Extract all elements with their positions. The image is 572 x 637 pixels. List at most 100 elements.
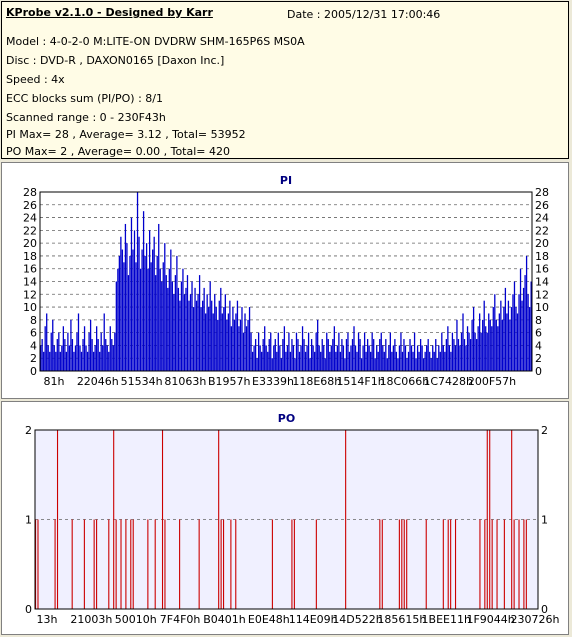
pi-bar xyxy=(73,351,75,371)
pi-bar xyxy=(314,351,316,371)
pi-bar xyxy=(180,281,183,371)
pi-bar xyxy=(389,332,391,371)
pi-bar xyxy=(472,307,475,371)
pi-bar xyxy=(191,281,193,371)
pi-bar xyxy=(303,339,305,371)
pi-bar xyxy=(524,275,526,371)
pi-bar xyxy=(203,287,205,371)
pi-chart-panel: PI 0 0 2 2 4 4 6 6 8 8 10 10 12 12 14 14 16 16 18 18 20 20 22 22… xyxy=(1,162,569,399)
pi-x-tick: 118E68h xyxy=(292,375,341,388)
pi-bar xyxy=(426,345,428,371)
pi-bar xyxy=(206,294,208,371)
pi-bar xyxy=(441,332,443,371)
pi-bar xyxy=(494,294,496,371)
pi-bar xyxy=(351,339,354,371)
pi-bar xyxy=(68,345,71,371)
pi-bar xyxy=(224,294,226,371)
pi-bar xyxy=(498,313,500,371)
pi-bar xyxy=(510,307,513,371)
pi-bar xyxy=(447,326,449,371)
pi-bar xyxy=(209,281,211,371)
pi-bar xyxy=(55,351,57,371)
pi-bar xyxy=(501,319,504,371)
po-bar xyxy=(164,519,166,609)
pi-bar xyxy=(474,332,476,371)
pi-bar xyxy=(373,339,375,371)
po-x-tick: 185615h xyxy=(377,613,426,626)
pi-bar xyxy=(139,268,142,371)
pi-bar xyxy=(326,332,328,371)
pi-bar xyxy=(382,345,384,371)
pi-bar xyxy=(270,332,272,371)
pi-bar xyxy=(398,345,401,371)
pi-bar xyxy=(519,268,522,371)
pi-plot-frame xyxy=(39,191,533,372)
pi-bar xyxy=(479,313,481,371)
pi-bar xyxy=(200,307,202,371)
pi-bar xyxy=(159,268,161,371)
pi-x-tick: 18C066h xyxy=(380,375,430,388)
pi-bar xyxy=(256,358,258,371)
pi-bar xyxy=(194,287,196,371)
pi-y-tick-right: 26 xyxy=(535,199,549,212)
pi-bar xyxy=(300,345,302,371)
scan-date: Date : 2005/12/31 17:00:46 xyxy=(287,8,441,21)
pi-bar xyxy=(59,351,61,371)
pi-bar xyxy=(427,339,429,371)
po-bar xyxy=(398,519,400,609)
pi-bar xyxy=(504,287,507,371)
pi-bar xyxy=(457,339,460,371)
pi-bar xyxy=(395,351,398,371)
pi-y-tick-right: 22 xyxy=(535,224,549,237)
po-x-tick: B0401h xyxy=(203,613,246,626)
po-bar xyxy=(161,430,164,609)
po-x-tick: 14D522h xyxy=(332,613,382,626)
pi-bar xyxy=(188,300,190,371)
po-y-tick-right: 1 xyxy=(541,514,548,527)
pi-bar xyxy=(233,319,236,371)
speed-line: Speed : 4x xyxy=(6,73,65,86)
pi-bar xyxy=(261,351,263,371)
pi-bar xyxy=(227,313,230,371)
pi-bar xyxy=(52,319,54,371)
pi-y-tick-left: 14 xyxy=(23,276,37,289)
pi-bar xyxy=(297,339,299,371)
pi-bar xyxy=(41,339,43,371)
pi-bar xyxy=(465,345,467,371)
pi-bar xyxy=(371,332,373,371)
pi-y-tick-left: 8 xyxy=(30,314,37,327)
pi-bar xyxy=(152,249,154,371)
pi-bar xyxy=(226,319,228,371)
pi-bar xyxy=(108,351,110,371)
po-bar xyxy=(406,519,408,609)
pi-bar xyxy=(124,223,127,371)
po-x-tick: 230726h xyxy=(511,613,560,626)
pi-bar xyxy=(192,307,195,371)
pi-bar xyxy=(217,319,219,371)
pi-bar xyxy=(170,249,172,371)
pi-bar xyxy=(477,326,479,371)
po-chart-title: PO xyxy=(278,412,295,425)
po-chart-panel: PO 0 0 1 1 2 2 13h 21003h 50010h 7F4F0h B0401h E0E48… xyxy=(1,401,569,635)
po-bar xyxy=(403,519,405,609)
po-bar xyxy=(113,430,115,609)
pi-bar xyxy=(149,230,151,371)
po-plot-area xyxy=(35,430,538,609)
po-bar xyxy=(401,519,403,609)
pi-bar xyxy=(460,332,463,371)
pi-bar xyxy=(338,332,340,371)
pi-bar xyxy=(197,294,199,371)
pi-bar xyxy=(123,262,125,371)
po-chart: PO 0 0 1 1 2 2 13h 21003h 50010h 7F4F0h B0401h E0E48… xyxy=(25,412,560,626)
pi-bar xyxy=(77,313,80,371)
pi-bar xyxy=(268,339,270,371)
po-bar xyxy=(83,519,85,609)
pi-bar xyxy=(46,313,48,371)
pi-bar xyxy=(289,351,292,371)
pi-x-tick: 1C7428h xyxy=(423,375,473,388)
po-bar xyxy=(447,519,449,609)
po-x-tick: E0E48h xyxy=(248,613,290,626)
pi-bar xyxy=(330,345,332,371)
po-y-tick-left: 0 xyxy=(25,603,32,616)
pi-bar xyxy=(436,358,438,371)
